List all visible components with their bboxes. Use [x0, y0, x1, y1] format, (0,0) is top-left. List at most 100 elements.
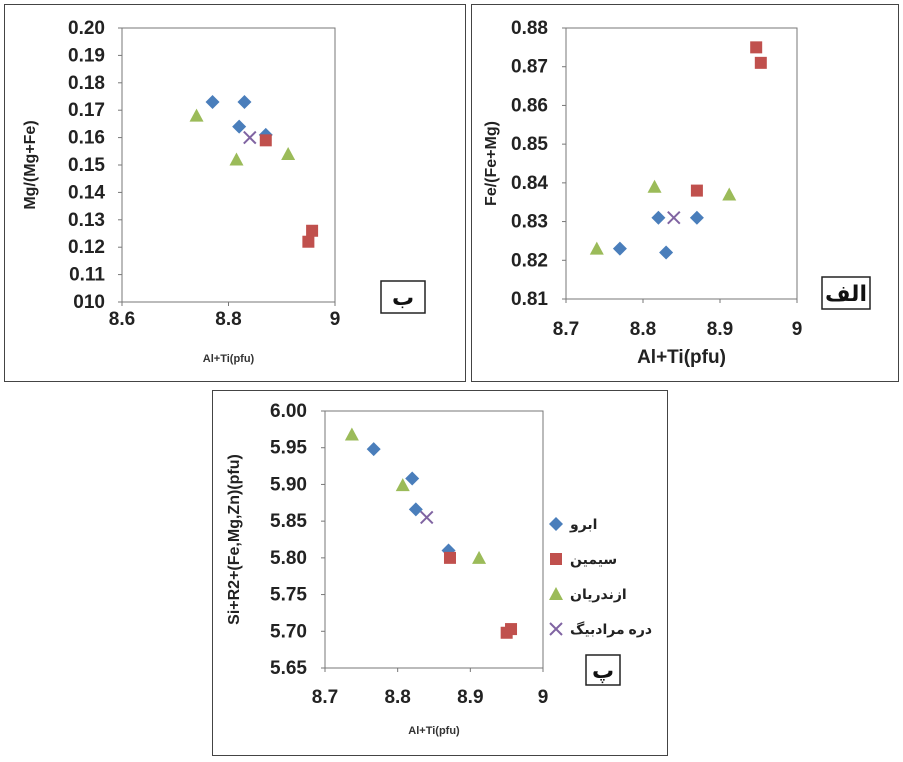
data-point-darre [667, 210, 681, 225]
x-tick-label: 8.7 [312, 687, 338, 708]
series-azandaryan [344, 427, 487, 564]
data-point-abru [205, 94, 220, 109]
data-point-abru [689, 210, 704, 225]
y-tick-label: 0.81 [511, 289, 548, 310]
x-tick-label: 9 [330, 309, 341, 330]
y-tick-label: 5.80 [270, 548, 307, 569]
y-tick-label: 0.16 [68, 128, 105, 149]
legend-item-azandaryan: ازندریان [549, 586, 627, 602]
x-axis-title: Al+Ti(pfu) [203, 353, 255, 365]
x-tick-label: 8.8 [384, 687, 410, 708]
x-tick-label: 9 [538, 687, 549, 708]
y-tick-label: 0.14 [68, 182, 105, 203]
data-point-simin [690, 184, 703, 197]
plot-area [121, 27, 336, 303]
data-point-azandaryan [189, 108, 204, 122]
y-tick-label: 0.84 [511, 173, 548, 194]
y-tick-label: 0.88 [511, 18, 548, 39]
series-simin [259, 134, 319, 248]
data-point-simin [505, 623, 518, 636]
chart-pe: 5.65 5.70 5.75 5.80 5.85 5.90 5.95 6.00 8.7 8.8 8.… [226, 401, 652, 737]
chart-panel-be: 010 0.11 0.12 0.13 0.14 0.15 0.16 0.17 0.18 0.19 0… [4, 4, 466, 382]
plot-area [565, 27, 798, 300]
x-axis-title: Al+Ti(pfu) [637, 347, 726, 368]
data-point-azandaryan [344, 427, 359, 441]
data-point-darre [243, 130, 257, 145]
x-tick-label: 8.6 [109, 309, 135, 330]
chart-alef: 0.81 0.82 0.83 0.84 0.85 0.86 0.87 0.88 8.7 8.8 8.… [483, 18, 871, 368]
legend-marker-azandaryan [549, 587, 563, 600]
y-tick-label: 5.70 [270, 621, 307, 642]
legend-label-simin: سیمین [570, 551, 617, 568]
legend-marker-darre [549, 622, 563, 636]
series-simin [443, 551, 518, 639]
y-axis-title: Si+R2+(Fe,Mg,Zn)(pfu) [226, 454, 243, 625]
data-point-abru [408, 502, 423, 517]
y-axis-title: Fe/(Fe+Mg) [483, 121, 500, 206]
y-tick-label: 5.75 [270, 585, 307, 606]
x-tick-label: 9 [792, 319, 803, 340]
legend: ابرو سیمین ازندریان دره مرادبیگ [549, 516, 652, 638]
data-point-abru [612, 241, 627, 256]
y-tick-label: 5.95 [270, 438, 307, 459]
data-point-azandaryan [281, 147, 296, 161]
series-darre [420, 510, 434, 525]
data-point-simin [306, 224, 319, 237]
plot-area [324, 410, 544, 669]
x-tick-label: 8.9 [707, 319, 733, 340]
y-tick-label: 0.85 [511, 134, 548, 155]
y-tick-label: 5.65 [270, 658, 307, 679]
y-tick-label: 0.86 [511, 95, 548, 116]
data-point-simin [754, 56, 767, 69]
panel-tag-box [380, 280, 426, 314]
data-point-azandaryan [589, 241, 604, 255]
data-point-abru [659, 245, 674, 260]
data-point-azandaryan [472, 550, 487, 564]
x-tick-label: 8.8 [215, 309, 241, 330]
series-azandaryan [589, 179, 737, 255]
chart-panel-pe: 5.65 5.70 5.75 5.80 5.85 5.90 5.95 6.00 8.7 8.8 8.… [212, 390, 668, 756]
legend-item-abru: ابرو [549, 516, 597, 533]
data-point-azandaryan [395, 478, 410, 492]
y-tick-label: 0.17 [68, 100, 105, 121]
x-tick-label: 8.7 [553, 319, 579, 340]
x-tick-label: 8.9 [457, 687, 483, 708]
panel-tag-label: ب [392, 285, 414, 310]
panel-tag-box [821, 276, 871, 310]
series-abru [612, 210, 704, 260]
legend-label-azandaryan: ازندریان [570, 586, 627, 602]
x-axis-title: Al+Ti(pfu) [408, 725, 460, 737]
y-tick-label: 6.00 [270, 401, 307, 422]
y-tick-label: 5.85 [270, 511, 307, 532]
y-tick-label: 5.90 [270, 474, 307, 495]
y-tick-label: 0.87 [511, 57, 548, 78]
data-point-darre [420, 510, 434, 525]
data-point-azandaryan [722, 187, 737, 201]
y-tick-label: 0.20 [68, 18, 105, 39]
y-tick-label: 0.11 [69, 265, 105, 286]
data-point-abru [237, 94, 252, 109]
panel-tag-box [585, 654, 621, 686]
data-point-simin [302, 235, 315, 248]
series-simin [690, 41, 767, 197]
chart-be: 010 0.11 0.12 0.13 0.14 0.15 0.16 0.17 0.18 0.19 0… [22, 18, 426, 365]
data-point-simin [259, 134, 272, 147]
legend-item-darre: دره مرادبیگ [549, 621, 652, 638]
y-axis-title: Mg/(Mg+Fe) [22, 120, 39, 209]
series-darre [667, 210, 681, 225]
panel-tag-label: الف [825, 281, 867, 306]
y-tick-label: 0.12 [68, 237, 105, 258]
y-tick-label: 0.13 [68, 210, 105, 231]
y-tick-label: 0.18 [68, 73, 105, 94]
data-point-simin [750, 41, 763, 54]
y-tick-label: 0.19 [68, 45, 105, 66]
data-point-abru [405, 471, 420, 486]
data-point-abru [366, 442, 381, 457]
legend-label-darre: دره مرادبیگ [570, 621, 652, 638]
data-point-azandaryan [647, 179, 662, 193]
data-point-abru [651, 210, 666, 225]
series-darre [243, 130, 257, 145]
legend-item-simin: سیمین [550, 551, 617, 568]
legend-marker-simin [550, 553, 562, 565]
data-point-abru [232, 119, 247, 134]
